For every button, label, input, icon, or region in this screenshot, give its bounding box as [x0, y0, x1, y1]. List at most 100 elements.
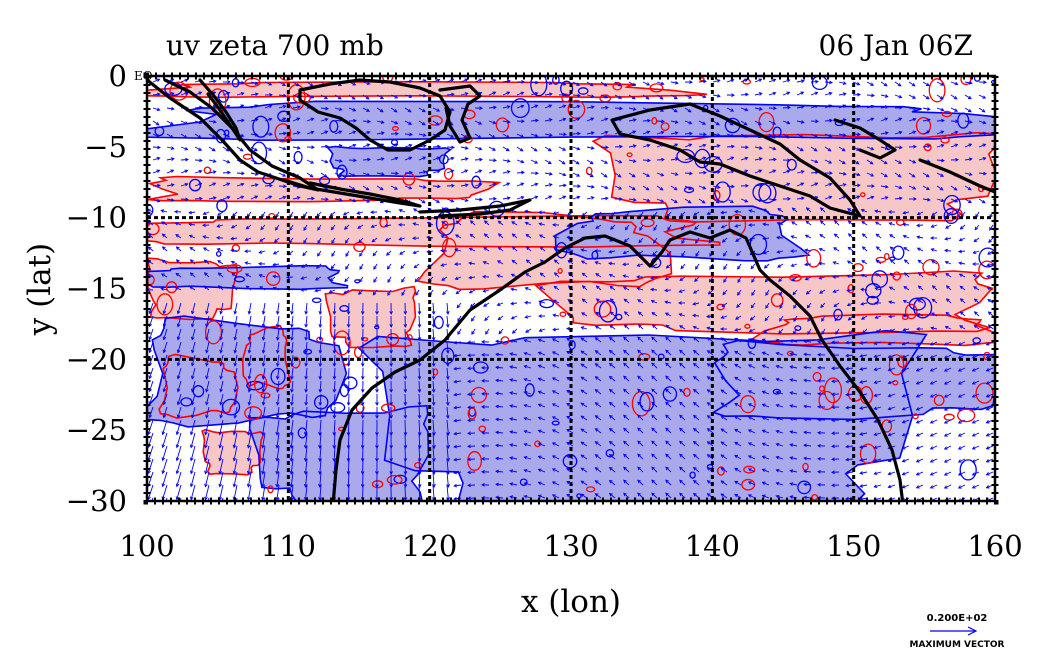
wind-vector — [916, 471, 924, 476]
wind-vector — [222, 133, 230, 138]
wind-vector-head — [403, 337, 408, 341]
wind-vector-head — [398, 209, 403, 213]
wind-vector — [291, 315, 294, 327]
wind-vector-head — [551, 377, 556, 381]
wind-vector-head — [971, 433, 976, 437]
wind-vector — [972, 432, 980, 437]
wind-vector-head — [861, 259, 866, 264]
wind-vector-head — [734, 480, 739, 485]
wind-vector-head — [688, 95, 693, 99]
wind-vector-head — [566, 468, 570, 472]
wind-vector — [874, 458, 882, 462]
wind-vector-head — [479, 197, 483, 202]
contour-cell — [353, 346, 363, 359]
wind-vector — [530, 133, 538, 137]
wind-vector-head — [408, 121, 413, 125]
contour-cell — [892, 380, 899, 386]
wind-vector-head — [813, 147, 818, 152]
wind-vector — [404, 419, 406, 436]
wind-vector — [166, 158, 174, 161]
y-axis-label: y (lat) — [22, 243, 58, 336]
wind-vector — [740, 78, 748, 83]
wind-vector — [152, 169, 160, 174]
wind-vector-head — [971, 342, 976, 346]
wind-vector — [628, 81, 636, 86]
wind-vector — [656, 172, 664, 177]
wind-vector-head — [324, 117, 329, 122]
wind-vector — [404, 80, 412, 83]
wind-vector-head — [819, 233, 824, 238]
wind-vector — [488, 106, 497, 109]
wind-vector-head — [497, 316, 502, 321]
wind-vector — [162, 419, 168, 435]
wind-vector — [566, 442, 574, 447]
wind-vector — [497, 260, 504, 265]
wind-vector — [189, 286, 196, 291]
wind-vector-head — [817, 482, 821, 487]
wind-vector — [838, 195, 846, 200]
wind-vector-head — [240, 104, 245, 108]
wind-vector-head — [436, 78, 441, 83]
wind-vector — [874, 406, 882, 410]
wind-vector — [880, 185, 888, 188]
wind-vector — [790, 366, 798, 369]
wind-vector — [778, 276, 784, 282]
wind-vector — [978, 94, 986, 99]
wind-vector-head — [316, 265, 320, 269]
wind-vector-head — [664, 276, 669, 281]
wind-vector — [931, 260, 938, 265]
wind-vector — [348, 131, 356, 135]
wind-vector-head — [233, 388, 238, 393]
wind-vector — [357, 211, 364, 215]
wind-vector — [708, 289, 714, 295]
wind-vector — [609, 480, 616, 486]
wind-vector-head — [226, 159, 231, 164]
wind-vector-head — [860, 287, 864, 292]
wind-vector — [248, 367, 252, 379]
wind-vector-head — [828, 91, 833, 96]
wind-vector-head — [833, 233, 838, 238]
wind-vector — [511, 302, 518, 305]
wind-vector-head — [819, 290, 823, 294]
wind-vector — [333, 419, 336, 436]
contour-cell — [472, 361, 489, 374]
wind-vector — [796, 197, 804, 200]
wind-vector-head — [821, 331, 825, 336]
wind-vector — [776, 237, 784, 239]
wind-vector — [805, 234, 812, 239]
wind-vector-head — [874, 315, 879, 319]
wind-vector-head — [453, 483, 458, 488]
wind-vector-head — [205, 414, 209, 419]
wind-vector-head — [911, 82, 916, 87]
wind-vector-head — [219, 362, 223, 367]
wind-vector-head — [594, 467, 599, 471]
wind-vector — [698, 185, 706, 190]
wind-vector-head — [358, 239, 362, 244]
wind-vector-head — [873, 484, 878, 489]
wind-vector — [684, 94, 692, 99]
wind-vector — [220, 406, 224, 418]
wind-vector — [681, 224, 686, 231]
wind-vector — [526, 259, 532, 265]
wind-vector-head — [706, 454, 711, 458]
wind-vector — [454, 484, 462, 487]
wind-vector — [292, 146, 300, 149]
wind-vector-head — [300, 288, 304, 292]
wind-vector — [236, 92, 244, 96]
wind-vector — [721, 302, 728, 307]
wind-vector-head — [912, 186, 917, 190]
wind-vector — [446, 419, 449, 435]
contour-cell — [786, 158, 797, 171]
wind-vector — [330, 224, 336, 230]
wind-vector — [712, 156, 720, 161]
wind-vector-head — [901, 407, 906, 411]
wind-vector-head — [716, 94, 721, 98]
wind-vector — [946, 211, 952, 217]
wind-vector-head — [899, 145, 903, 150]
contour-cell — [386, 474, 403, 485]
wind-vector-head — [537, 351, 542, 355]
wind-vector-head — [176, 362, 181, 367]
wind-vector — [222, 196, 230, 200]
contour-cell — [866, 295, 879, 305]
wind-vector — [191, 380, 196, 392]
